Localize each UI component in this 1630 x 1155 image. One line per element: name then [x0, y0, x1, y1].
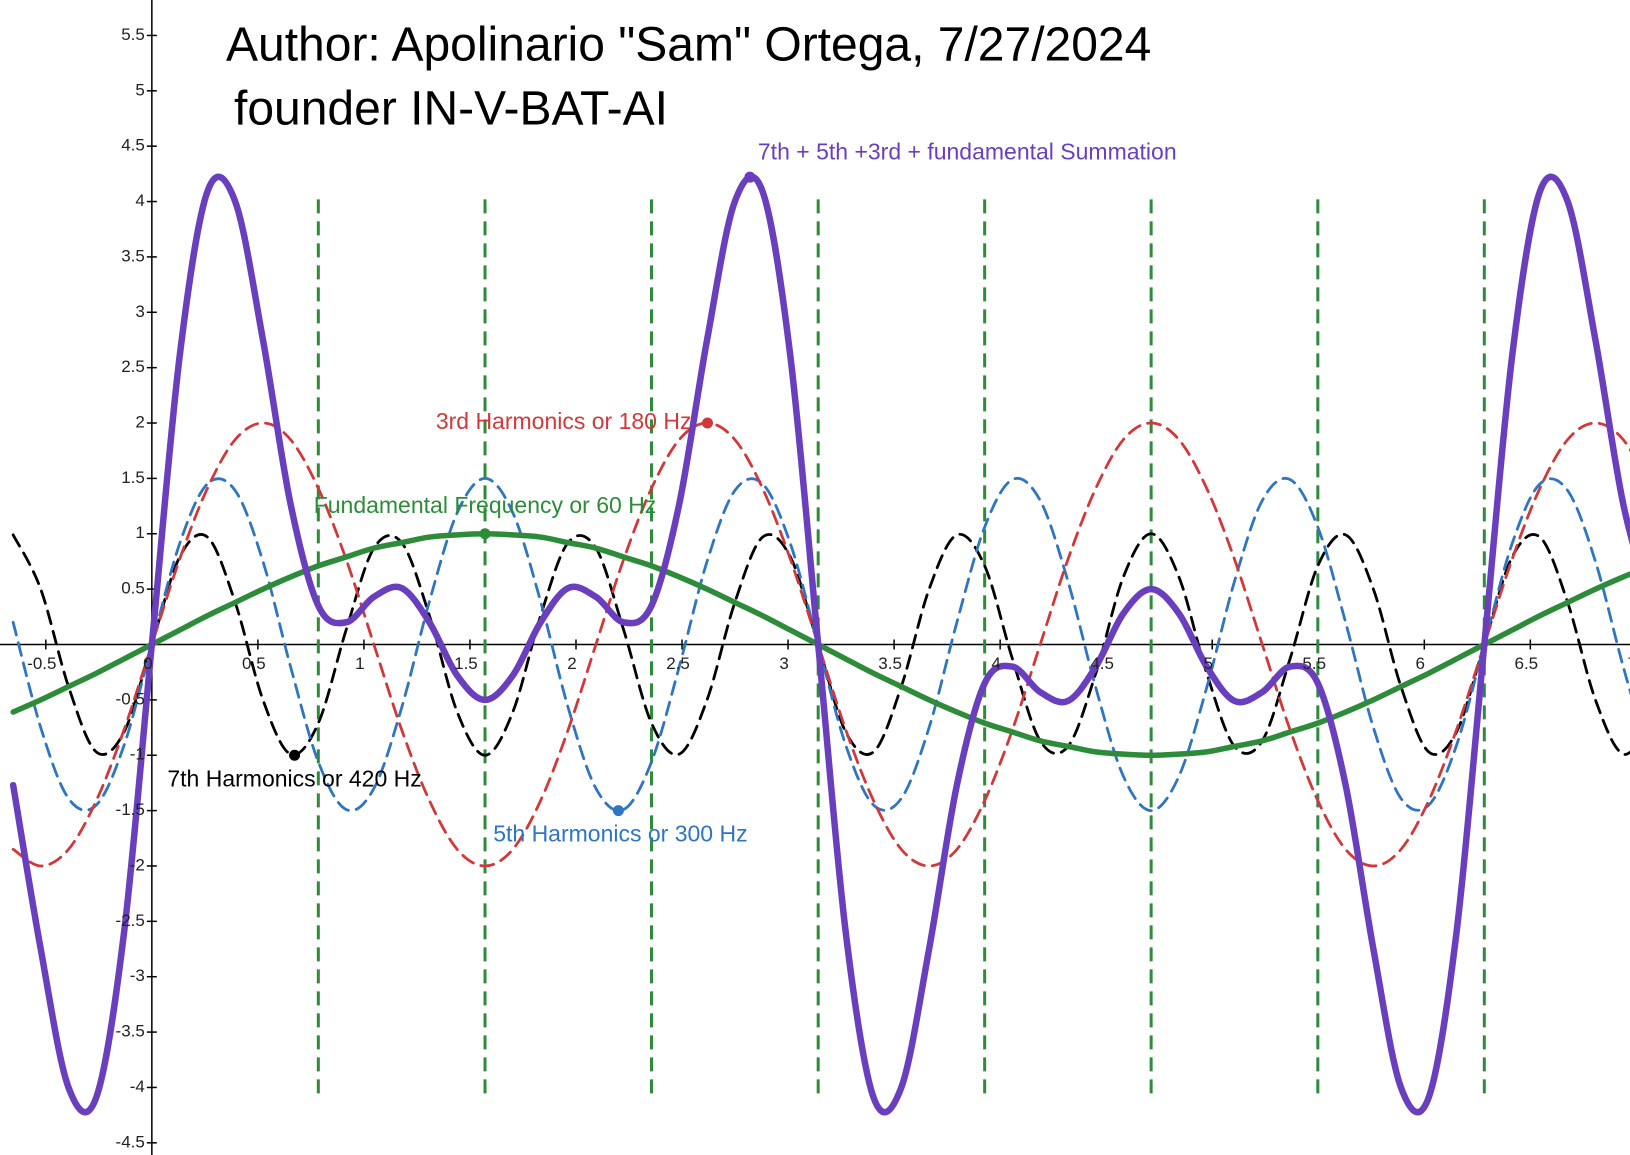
x-tick-label: 0.5: [242, 654, 266, 673]
y-tick-label: -1: [130, 745, 145, 764]
series-label: 3rd Harmonics or 180 Hz: [436, 408, 692, 434]
y-tick-label: -0.5: [116, 689, 145, 708]
x-tick-label: -0.5: [27, 654, 56, 673]
y-tick-label: -4: [130, 1077, 145, 1096]
x-tick-label: 1.5: [454, 654, 478, 673]
y-tick-label: 3: [135, 302, 144, 321]
y-tick-label: 2: [135, 413, 144, 432]
x-tick-label: 6.5: [1515, 654, 1539, 673]
x-tick-label: 4.5: [1090, 654, 1114, 673]
series-point: [289, 749, 301, 761]
x-tick-label: 5: [1203, 654, 1212, 673]
x-tick-label: 6: [1416, 654, 1425, 673]
y-tick-label: 5.5: [121, 25, 145, 44]
x-tick-label: 2: [567, 654, 576, 673]
x-tick-label: 0: [143, 654, 152, 673]
y-tick-label: -2.5: [116, 911, 145, 930]
x-tick-label: 3: [779, 654, 788, 673]
y-tick-label: 1: [135, 523, 144, 542]
series-label: Fundamental Frequency or 60 Hz: [314, 492, 657, 518]
x-tick-label: 3.5: [878, 654, 902, 673]
y-tick-label: -3.5: [116, 1022, 145, 1041]
y-tick-label: -2: [130, 855, 145, 874]
y-tick-label: -4.5: [116, 1132, 145, 1151]
series-line: [11, 421, 1630, 868]
x-tick-label: 2.5: [666, 654, 690, 673]
series-line: [9, 173, 1630, 1116]
series-line: [10, 531, 1630, 758]
chart-title: Author: Apolinario "Sam" Ortega, 7/27/20…: [226, 19, 1151, 72]
series-point: [479, 528, 491, 540]
series-label: 7th Harmonics or 420 Hz: [167, 765, 421, 791]
y-tick-label: -1.5: [116, 800, 145, 819]
x-tick-label: 5.5: [1302, 654, 1326, 673]
series-label: 5th Harmonics or 300 Hz: [493, 821, 747, 847]
series-line: [11, 476, 1630, 812]
series-label: 7th + 5th +3rd + fundamental Summation: [758, 138, 1177, 164]
series-point: [701, 417, 713, 429]
y-tick-label: -3: [130, 966, 145, 985]
y-tick-label: 0.5: [121, 579, 145, 598]
y-tick-label: 5: [135, 80, 144, 99]
x-tick-label: 7: [1628, 654, 1630, 673]
y-tick-label: 4.5: [121, 136, 145, 155]
y-tick-label: 4: [135, 191, 144, 210]
chart-subtitle: founder IN-V-BAT-AI: [234, 83, 668, 136]
y-tick-label: 1.5: [121, 468, 145, 487]
series-point: [744, 171, 756, 183]
series-point: [612, 805, 624, 817]
x-tick-label: 1: [355, 654, 364, 673]
x-tick-label: 4: [991, 654, 1000, 673]
y-tick-label: 3.5: [121, 246, 145, 265]
y-tick-label: 2.5: [121, 357, 145, 376]
